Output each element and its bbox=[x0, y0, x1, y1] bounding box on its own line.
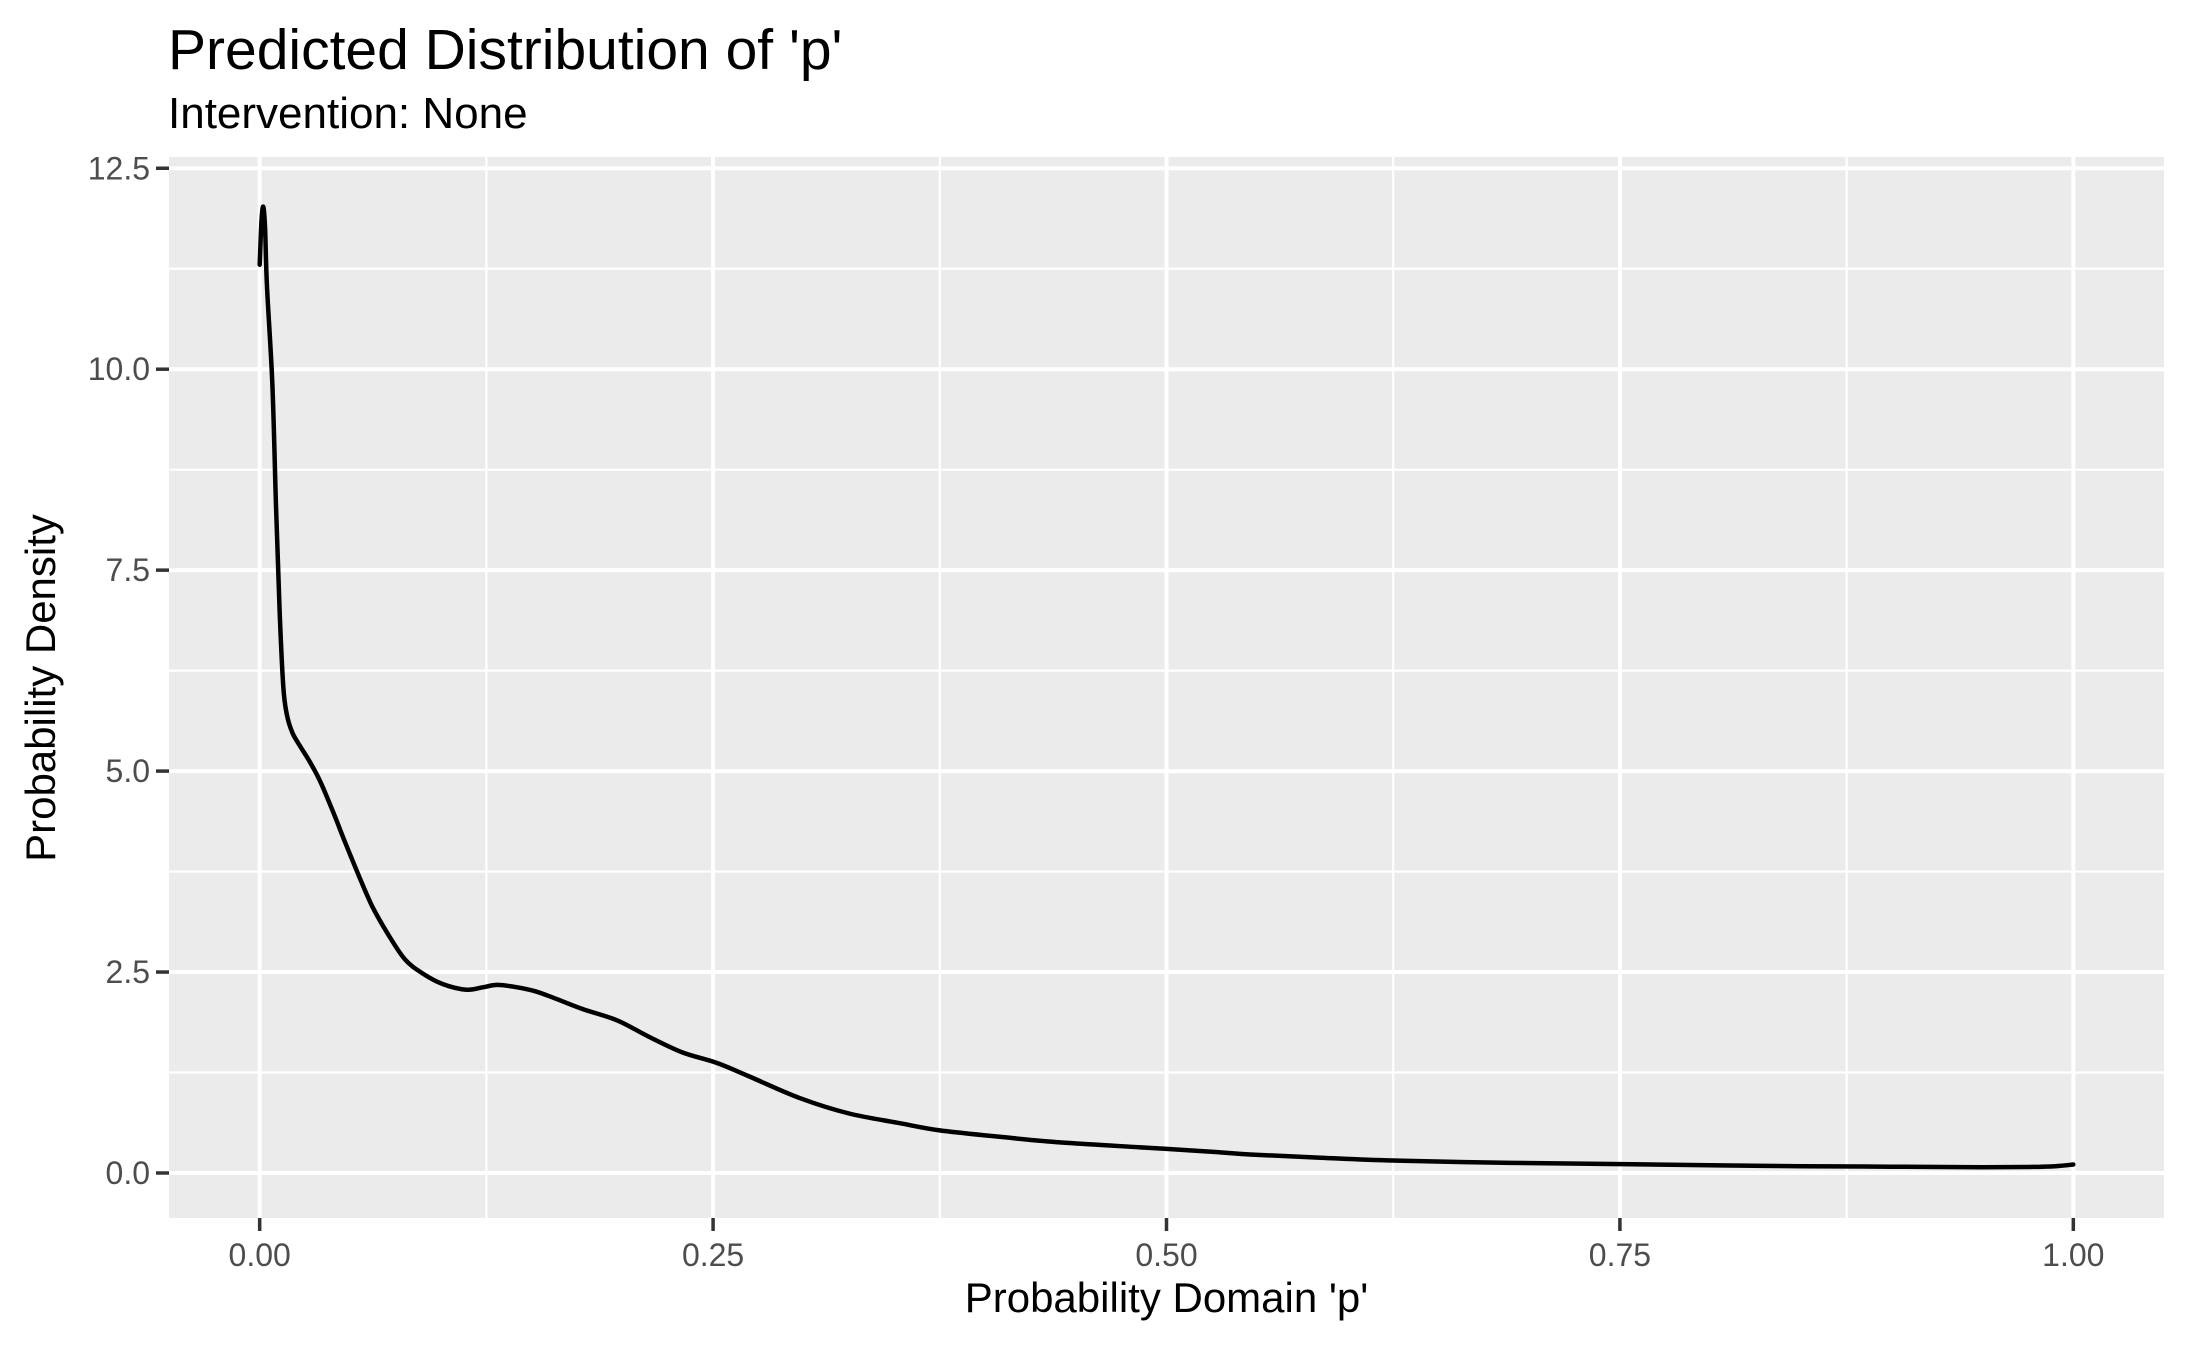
plot-title: Predicted Distribution of 'p' bbox=[168, 18, 843, 82]
y-tick-label: 10.0 bbox=[88, 351, 150, 387]
density-curve bbox=[257, 204, 2076, 1170]
x-axis-title: Probability Domain 'p' bbox=[964, 1274, 1369, 1321]
y-tick-label: 7.5 bbox=[106, 552, 150, 588]
y-tick-label: 2.5 bbox=[106, 954, 150, 990]
y-tick-label: 12.5 bbox=[88, 150, 150, 186]
plot-subtitle: Intervention: None bbox=[168, 89, 528, 138]
y-tick-label: 0.0 bbox=[106, 1155, 150, 1191]
y-tick-label: 5.0 bbox=[106, 753, 150, 789]
x-tick-label: 0.25 bbox=[682, 1237, 744, 1273]
x-tick-label: 0.50 bbox=[1135, 1237, 1197, 1273]
x-tick-label: 1.00 bbox=[2042, 1237, 2104, 1273]
x-tick-label: 0.00 bbox=[229, 1237, 291, 1273]
y-axis-title: Probability Density bbox=[17, 514, 64, 862]
x-tick-label: 0.75 bbox=[1589, 1237, 1651, 1273]
